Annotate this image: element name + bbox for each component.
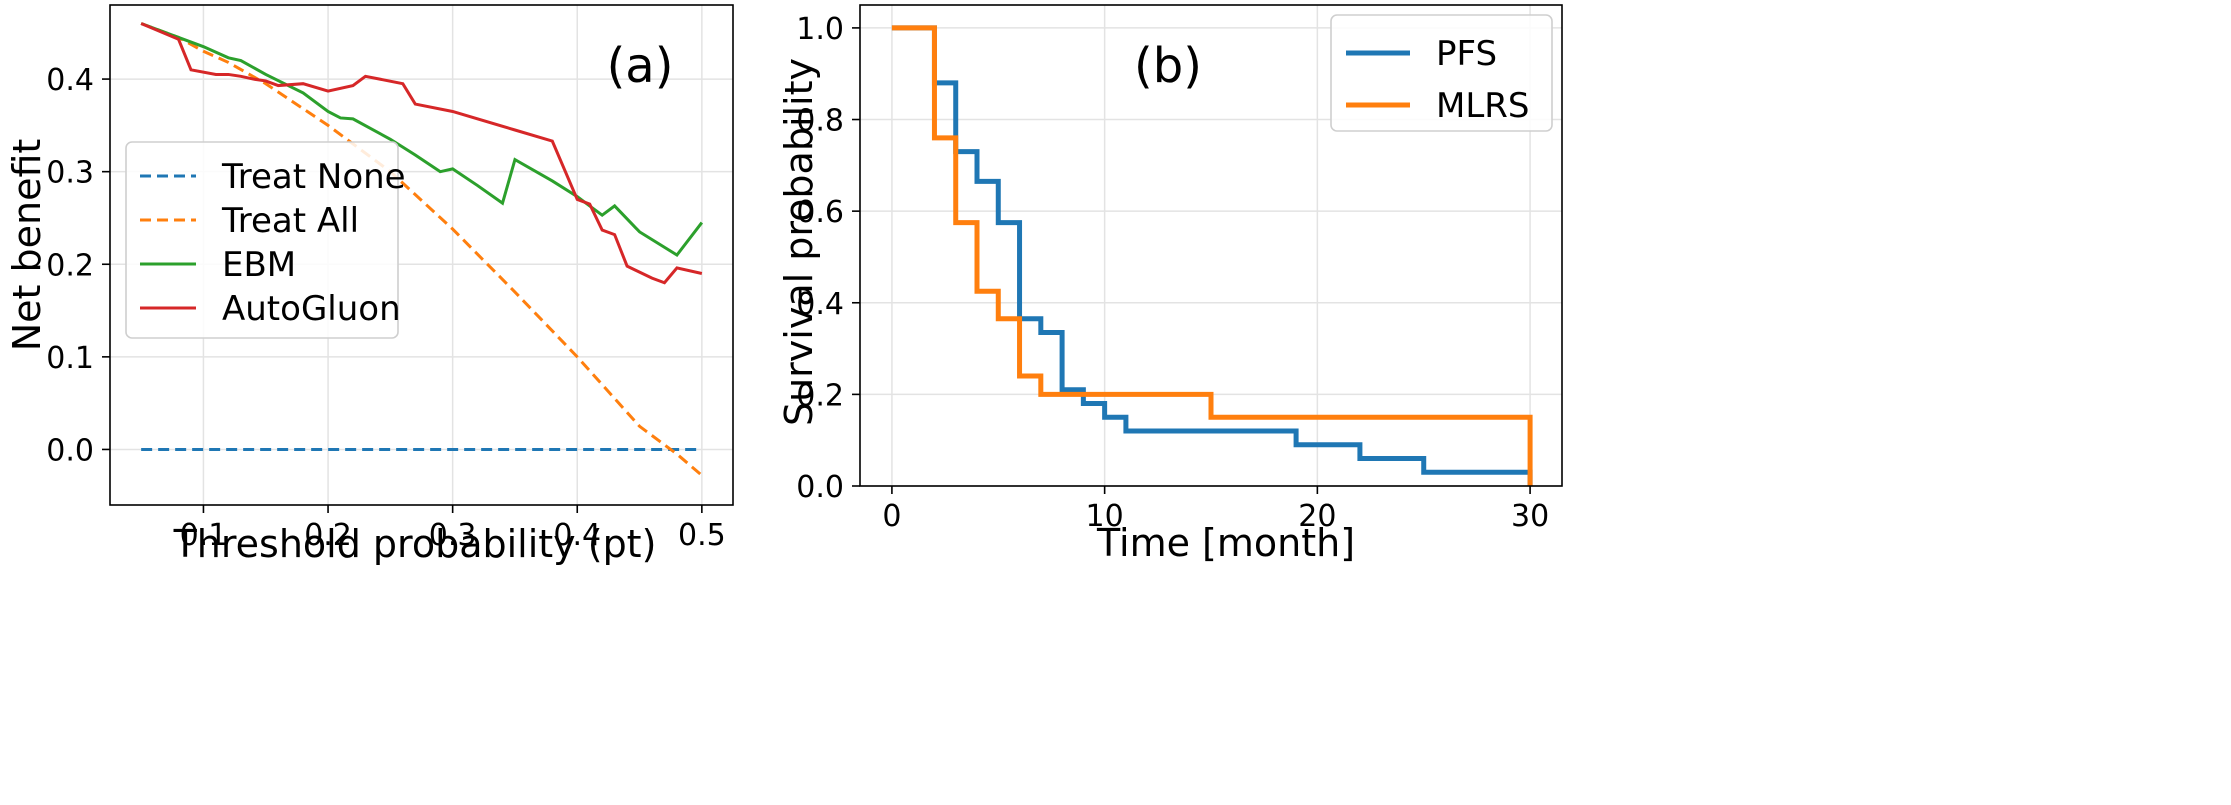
chart-a-panel-label: (a) xyxy=(607,38,674,94)
chart-b-y-tick-label-4: 0.8 xyxy=(796,104,844,139)
chart-b-ticks: 0 10 20 30 0.0 0.2 0.4 0.6 0.8 1.0 xyxy=(796,12,1549,534)
chart-a-x-tick-label-2: 0.3 xyxy=(429,518,477,553)
chart-b-y-tick-label-5: 1.0 xyxy=(796,12,844,47)
chart-b-series xyxy=(891,25,1533,486)
chart-b-x-tick-label-0: 0 xyxy=(882,499,901,534)
chart-a-x-axis-label: Threshold probability (pt) xyxy=(173,522,657,566)
chart-b-panel-label: (b) xyxy=(1134,38,1202,94)
chart-b-legend: PFS MLRS xyxy=(1330,14,1553,132)
chart-b-legend-label-pfs: PFS xyxy=(1436,34,1497,74)
chart-b-x-tick-label-2: 20 xyxy=(1298,499,1336,534)
chart-a-legend-label-treat-none: Treat None xyxy=(221,157,406,197)
chart-b-plot-frame xyxy=(859,4,1563,487)
chart-b-series-mlrs xyxy=(891,25,1533,486)
chart-b-y-tick-label-2: 0.4 xyxy=(796,287,844,322)
chart-a-y-tick-label-3: 0.3 xyxy=(46,156,94,191)
chart-b-legend-label-mlrs: MLRS xyxy=(1436,86,1529,126)
chart-a-series-ebm xyxy=(140,22,704,257)
chart-a-y-tick-label-0: 0.0 xyxy=(46,433,94,468)
chart-a-x-tick-label-4: 0.5 xyxy=(678,518,726,553)
chart-a-series-autogluon xyxy=(140,22,703,285)
chart-b-y-tick-label-1: 0.2 xyxy=(796,378,844,413)
chart-a-plot-frame xyxy=(109,4,734,506)
chart-b-y-tick-label-3: 0.6 xyxy=(796,195,844,230)
chart-b-x-axis-label: Time [month] xyxy=(1096,521,1355,565)
chart-a-legend-label-treat-all: Treat All xyxy=(221,201,359,241)
chart-b-x-tick-label-1: 10 xyxy=(1086,499,1124,534)
chart-a-legend-label-autogluon: AutoGluon xyxy=(222,289,401,329)
chart-b-y-axis-label: Survival probability xyxy=(777,58,821,426)
chart-a-y-tick-label-1: 0.1 xyxy=(46,341,94,376)
chart-a-y-axis-label: Net benefit xyxy=(5,139,49,352)
chart-a-net-benefit: 0.1 0.2 0.3 0.4 0.5 0.0 0.1 0.2 0.3 0.4 Threshold… xyxy=(5,4,734,566)
chart-b-legend-box xyxy=(1330,14,1553,132)
chart-b-y-tick-label-0: 0.0 xyxy=(796,470,844,505)
chart-a-y-tick-label-2: 0.2 xyxy=(46,248,94,283)
chart-a-ticks: 0.1 0.2 0.3 0.4 0.5 0.0 0.1 0.2 0.3 0.4 xyxy=(46,63,725,553)
chart-b-series-pfs xyxy=(891,25,1533,486)
chart-a-y-tick-label-4: 0.4 xyxy=(46,63,94,98)
chart-a-legend-label-ebm: EBM xyxy=(222,245,296,285)
chart-a-x-tick-label-1: 0.2 xyxy=(304,518,352,553)
chart-b-survival: 0 10 20 30 0.0 0.2 0.4 0.6 0.8 1.0 Time [month] S… xyxy=(777,4,1563,565)
chart-a-x-tick-label-3: 0.4 xyxy=(553,518,601,553)
chart-b-x-tick-label-3: 30 xyxy=(1511,499,1549,534)
chart-a-legend-box xyxy=(125,141,399,339)
chart-a-x-tick-label-0: 0.1 xyxy=(180,518,228,553)
